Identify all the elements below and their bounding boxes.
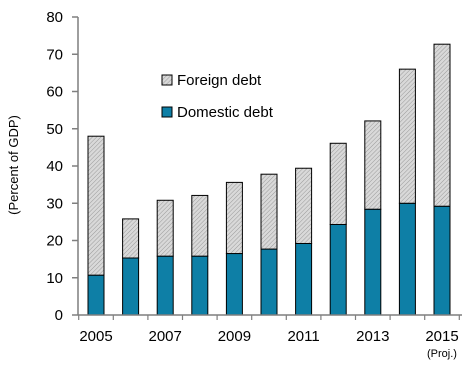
x-tick-label: 2009 bbox=[218, 328, 251, 345]
plot-area bbox=[87, 43, 451, 316]
x-tick-label: 2007 bbox=[149, 328, 182, 345]
bar-domestic-2008 bbox=[191, 255, 209, 316]
bar-domestic-2005 bbox=[87, 274, 105, 316]
projection-note: (Proj.) bbox=[427, 348, 457, 360]
legend: Foreign debt Domestic debt bbox=[161, 72, 274, 121]
x-tick-label: 2015 bbox=[425, 328, 458, 345]
bar-domestic-2007 bbox=[156, 255, 174, 316]
legend-label-foreign: Foreign debt bbox=[177, 72, 262, 89]
bar-foreign-2015 bbox=[433, 43, 451, 207]
bar-foreign-2007 bbox=[156, 199, 174, 257]
y-tick-label: 40 bbox=[46, 158, 63, 175]
x-axis: 2005 2007 2009 2011 2013 2015 bbox=[78, 314, 462, 345]
legend-swatch-foreign bbox=[161, 74, 173, 86]
y-axis: 0 10 20 30 40 50 60 70 80 bbox=[46, 9, 79, 324]
bar-foreign-2011 bbox=[295, 167, 313, 244]
bar-foreign-2008 bbox=[191, 194, 209, 257]
bar-domestic-2009 bbox=[225, 253, 243, 316]
y-tick-label: 80 bbox=[46, 9, 63, 26]
bar-domestic-2006 bbox=[122, 257, 140, 316]
y-tick-label: 60 bbox=[46, 84, 63, 101]
y-tick-label: 0 bbox=[55, 307, 63, 324]
x-tick-label: 2011 bbox=[287, 328, 319, 345]
y-axis-title: (Percent of GDP) bbox=[6, 115, 21, 215]
x-tick-label: 2005 bbox=[79, 328, 112, 345]
x-tick-label: 2013 bbox=[356, 328, 389, 345]
y-tick-label: 20 bbox=[46, 233, 63, 250]
bar-domestic-2015 bbox=[433, 205, 451, 316]
bar-domestic-2014 bbox=[398, 202, 416, 316]
bar-domestic-2010 bbox=[260, 248, 278, 316]
bar-domestic-2012 bbox=[329, 223, 347, 316]
y-tick-label: 50 bbox=[46, 121, 63, 138]
bar-foreign-2013 bbox=[364, 120, 382, 210]
bar-foreign-2006 bbox=[122, 218, 140, 259]
legend-label-domestic: Domestic debt bbox=[177, 104, 274, 121]
bar-foreign-2014 bbox=[398, 68, 416, 204]
bar-domestic-2013 bbox=[364, 208, 382, 316]
bar-foreign-2010 bbox=[260, 173, 278, 250]
bar-foreign-2005 bbox=[87, 135, 105, 276]
legend-swatch-domestic bbox=[161, 106, 173, 118]
bar-foreign-2012 bbox=[329, 142, 347, 225]
bar-domestic-2011 bbox=[295, 242, 313, 316]
bar-foreign-2009 bbox=[225, 181, 243, 255]
y-tick-label: 30 bbox=[46, 195, 63, 212]
y-tick-label: 10 bbox=[46, 270, 63, 287]
y-tick-label: 70 bbox=[46, 46, 63, 63]
